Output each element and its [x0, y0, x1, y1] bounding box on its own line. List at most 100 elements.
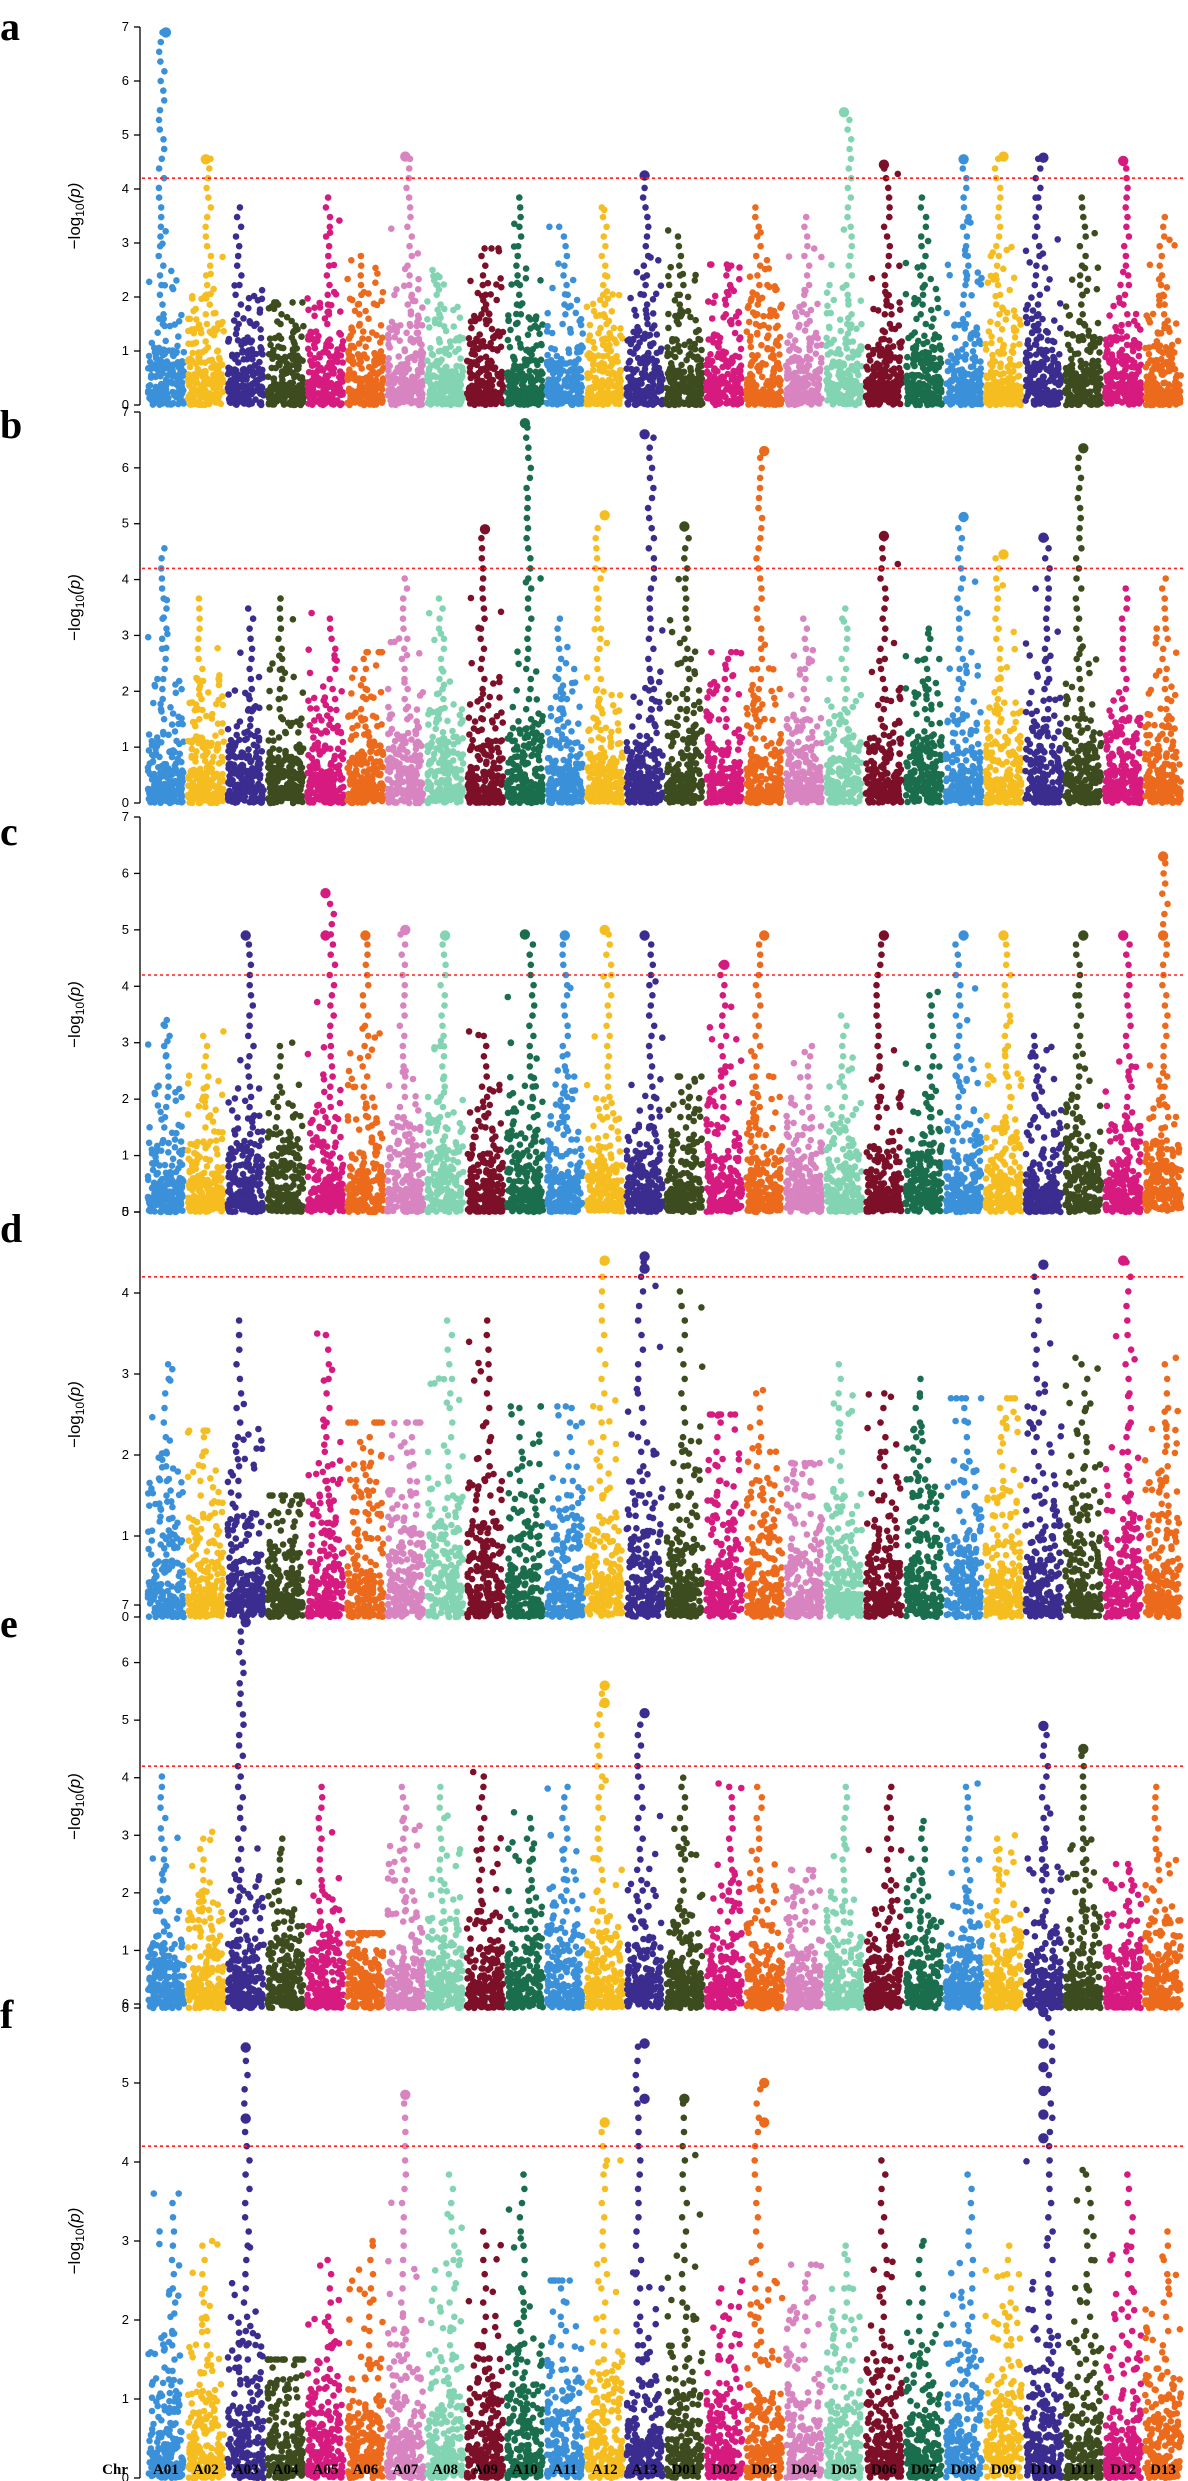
snp-point [203, 233, 210, 240]
snp-point [244, 356, 251, 363]
snp-point [235, 337, 242, 344]
snp-point [326, 361, 333, 368]
snp-point [369, 329, 376, 336]
snp-point [310, 370, 317, 377]
snp-point [149, 340, 156, 347]
snp-point [210, 286, 217, 293]
snp-point [357, 383, 364, 390]
snp-point [160, 364, 167, 371]
snp-point [244, 400, 251, 407]
snp-point [173, 392, 180, 399]
manhattan-figure: a01234567−log10(p)b01234567−log10(p)c012… [0, 0, 1188, 2481]
snp-point [286, 381, 293, 388]
snp-point [205, 399, 212, 406]
snp-point [189, 326, 196, 333]
snp-point [169, 380, 176, 387]
snp-point [296, 397, 303, 404]
snp-point [355, 351, 362, 358]
snp-point [160, 87, 167, 94]
snp-point [154, 391, 161, 398]
snp-point [257, 326, 264, 333]
panel-a: a01234567−log10(p) [0, 4, 1184, 412]
snp-point [205, 344, 212, 351]
snp-point [259, 287, 266, 294]
snp-point [203, 185, 210, 192]
snp-point [156, 194, 163, 201]
snp-point [206, 357, 213, 364]
snp-point [378, 348, 385, 355]
snp-point [284, 370, 291, 377]
snp-point [211, 332, 218, 339]
snp-point [348, 326, 355, 333]
snp-point [157, 107, 164, 114]
snp-point [247, 320, 254, 327]
snp-point [271, 400, 278, 407]
snp-point [311, 313, 318, 320]
snp-point [336, 217, 343, 224]
snp-point [240, 315, 247, 322]
snp-point [281, 401, 288, 408]
snp-point [284, 314, 291, 321]
snp-point [323, 233, 330, 240]
snp-point [229, 353, 236, 360]
snp-point [218, 371, 225, 378]
snp-point [160, 321, 167, 328]
snp-point [337, 368, 344, 375]
snp-point [148, 366, 155, 373]
snp-point [334, 350, 341, 357]
snp-point [276, 333, 283, 340]
snp-point [299, 374, 306, 381]
snp-point [326, 311, 333, 318]
snp-point [174, 343, 181, 350]
snp-point [378, 322, 385, 329]
snp-point [252, 362, 259, 369]
chr-points-A03 [225, 204, 267, 408]
snp-point [236, 282, 243, 289]
snp-point [159, 301, 166, 308]
snp-point [187, 316, 194, 323]
snp-point [202, 338, 209, 345]
snp-point [365, 336, 372, 343]
snp-point [323, 344, 330, 351]
snp-point [161, 146, 168, 153]
snp-point [258, 384, 265, 391]
snp-point [157, 233, 164, 240]
snp-point [205, 194, 212, 201]
snp-point [247, 347, 254, 354]
snp-point [173, 350, 180, 357]
snp-point [157, 78, 164, 85]
snp-point [280, 345, 287, 352]
snp-point [235, 359, 242, 366]
snp-point [307, 398, 314, 405]
snp-point [266, 387, 273, 394]
snp-point [310, 336, 317, 343]
snp-point [165, 372, 172, 379]
snp-point [162, 228, 169, 235]
snp-point [247, 389, 254, 396]
snp-point [186, 393, 193, 400]
snp-point [206, 390, 213, 397]
snp-point [287, 362, 294, 369]
snp-point [378, 298, 385, 305]
snp-point [363, 355, 370, 362]
snp-point [199, 349, 206, 356]
snp-point [208, 253, 215, 260]
snp-point [169, 284, 176, 291]
snp-point [145, 389, 152, 396]
snp-point [235, 321, 242, 328]
snp-point [195, 366, 202, 373]
chr-points-A06 [344, 253, 386, 409]
snp-point [298, 333, 305, 340]
snp-point [277, 321, 284, 328]
snp-point [157, 243, 164, 250]
snp-point [331, 397, 338, 404]
snp-point [300, 323, 307, 330]
snp-point [164, 390, 171, 397]
snp-point [204, 282, 211, 289]
y-axis-label: −log10(p) [65, 183, 87, 250]
snp-point [158, 224, 165, 231]
snp-point [297, 385, 304, 392]
snp-point [257, 306, 264, 313]
snp-point [211, 383, 218, 390]
snp-point [333, 291, 340, 298]
